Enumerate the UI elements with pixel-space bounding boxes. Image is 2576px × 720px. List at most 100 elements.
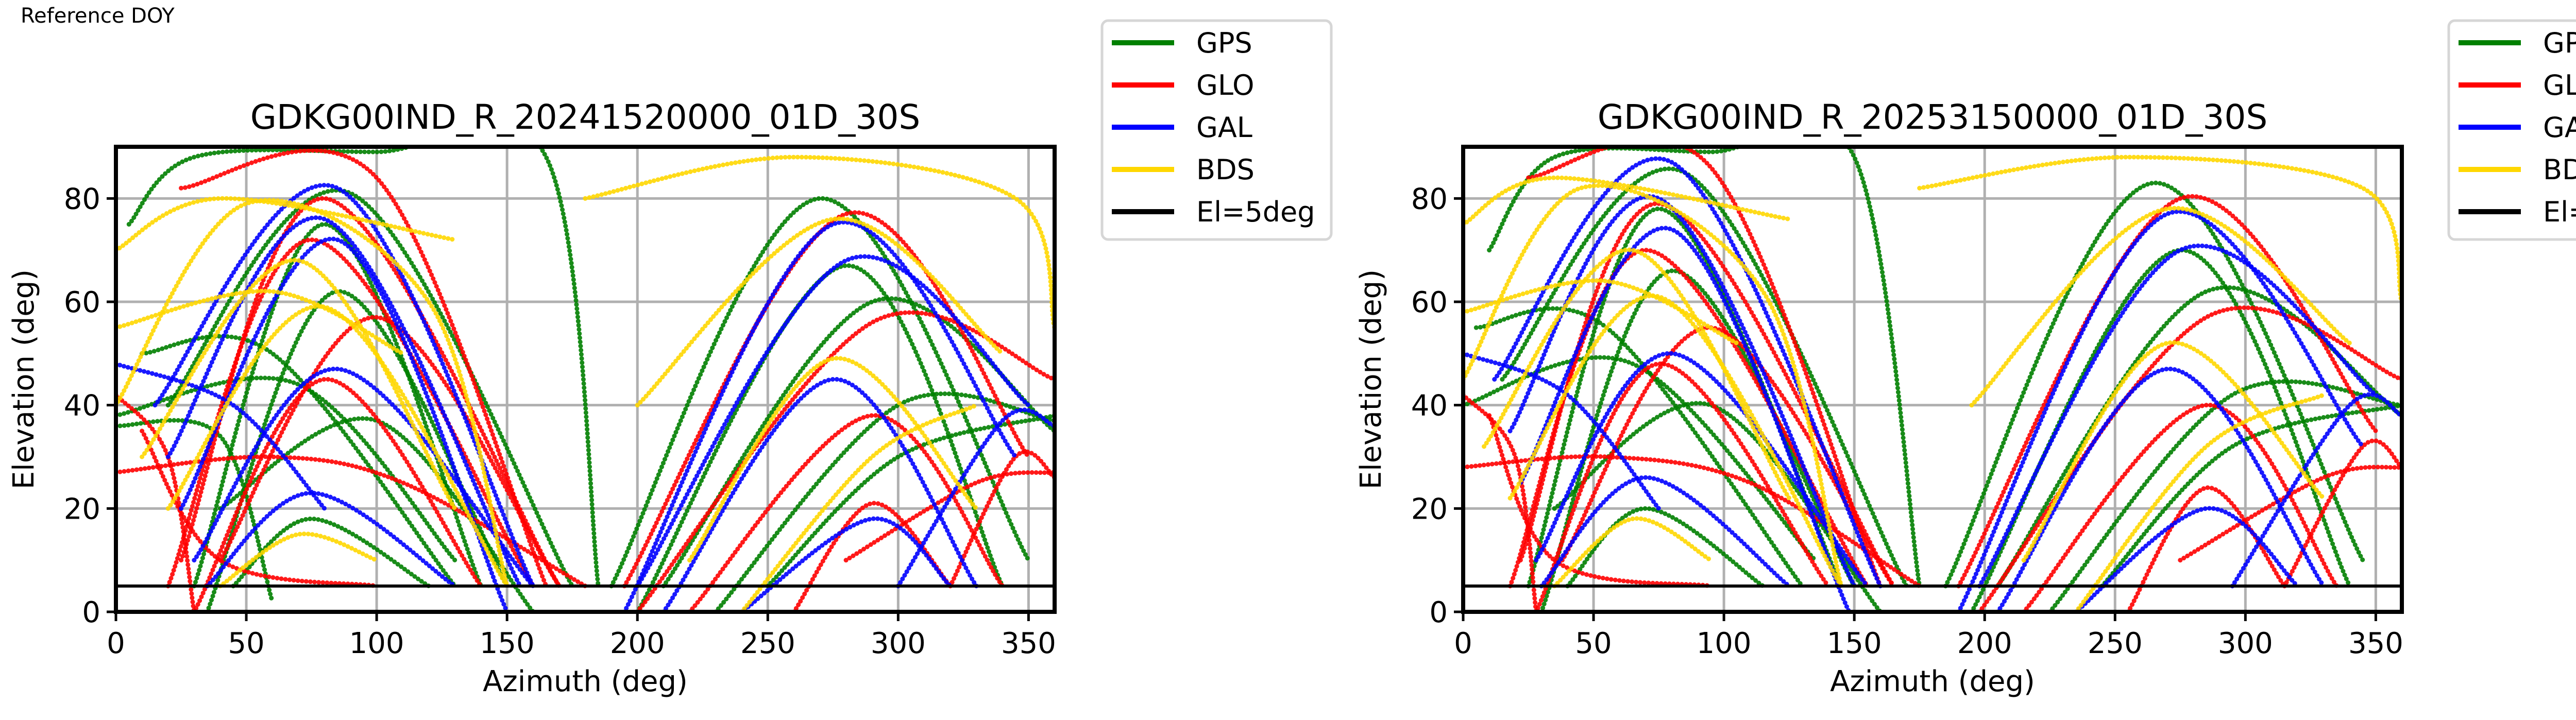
x-tick-label: 250 bbox=[740, 627, 795, 660]
satellite-track-glo bbox=[192, 376, 484, 612]
satellite-track-glo bbox=[843, 470, 1055, 563]
satellite-track-gps bbox=[2047, 379, 2402, 612]
y-tick-label: 0 bbox=[82, 596, 100, 629]
satellite-track-gps bbox=[165, 188, 575, 589]
satellite-track-gal bbox=[1977, 243, 2378, 589]
satellite-track-gal bbox=[1534, 351, 1870, 589]
y-tick-label: 80 bbox=[64, 182, 100, 216]
satellite-track-glo bbox=[217, 315, 562, 589]
satellite-track-glo bbox=[1487, 413, 1714, 589]
legend-label: GPS bbox=[2543, 27, 2576, 59]
legend-label: El=5deg bbox=[2543, 196, 2576, 228]
satellite-track-gal bbox=[1463, 351, 1662, 511]
legend-box bbox=[2447, 19, 2576, 241]
satellite-track-bds bbox=[116, 288, 405, 356]
legend-label: BDS bbox=[2543, 153, 2576, 186]
satellite-track-glo bbox=[2126, 485, 2287, 612]
satellite-track-bds bbox=[739, 403, 979, 612]
satellite-track-glo bbox=[2282, 438, 2402, 589]
x-tick-label: 50 bbox=[1575, 627, 1612, 660]
satellite-track-gps bbox=[609, 196, 1031, 589]
chart-title: GDKG00IND_R_20241520000_01D_30S bbox=[250, 97, 920, 137]
y-tick-label: 60 bbox=[1411, 286, 1448, 319]
plot-area bbox=[116, 147, 1055, 612]
satellite-track-bds bbox=[116, 198, 510, 589]
satellite-track-gps bbox=[192, 221, 484, 589]
x-tick-label: 200 bbox=[610, 627, 665, 660]
satellite-track-gps bbox=[765, 413, 1055, 589]
satellite-track-bds bbox=[1463, 278, 1739, 346]
satellite-track-gal bbox=[2073, 506, 2300, 612]
x-tick-label: 250 bbox=[2088, 627, 2143, 660]
satellite-track-glo bbox=[2178, 465, 2402, 563]
y-tick-label: 0 bbox=[1429, 596, 1448, 629]
satellite-track-glo bbox=[116, 392, 197, 612]
satellite-track-bds bbox=[1917, 155, 2402, 304]
series-gal bbox=[1463, 156, 2402, 612]
satellite-track-glo bbox=[687, 413, 1005, 612]
x-axis-label: Azimuth (deg) bbox=[483, 665, 688, 698]
satellite-track-gps bbox=[1565, 506, 1766, 589]
x-tick-label: 100 bbox=[1697, 627, 1752, 660]
satellite-track-gps bbox=[1995, 285, 2402, 589]
satellite-track-glo bbox=[179, 148, 549, 589]
satellite-track-gal bbox=[1539, 475, 1792, 589]
satellite-track-gps bbox=[1487, 147, 1922, 589]
satellite-track-glo bbox=[1526, 147, 1883, 589]
satellite-track-gal bbox=[1507, 194, 1857, 589]
satellite-track-glo bbox=[635, 310, 1055, 612]
satellite-track-gal bbox=[1956, 209, 2365, 612]
satellite-track-bds bbox=[1969, 205, 2352, 408]
satellite-track-gal bbox=[2230, 392, 2402, 589]
x-axis-label: Azimuth (deg) bbox=[1830, 665, 2035, 698]
chart-2: 0 50 100 150 200 250 300 350 0 20 40 60 80 GDKG00IND_… bbox=[1354, 19, 2576, 698]
satellite-track-bds bbox=[1552, 516, 1714, 589]
satellite-track-gal bbox=[165, 215, 522, 589]
legend: GPS GLO GAL BDS El=5deg bbox=[1100, 19, 1333, 241]
x-tick-label: 150 bbox=[1827, 627, 1882, 660]
x-tick-label: 300 bbox=[2218, 627, 2273, 660]
satellite-track-bds bbox=[116, 196, 457, 253]
satellite-track-gps bbox=[126, 147, 601, 589]
satellite-track-gal bbox=[192, 366, 536, 589]
satellite-track-gal bbox=[1995, 366, 2326, 612]
series-bds bbox=[1463, 155, 2402, 612]
y-tick-label: 60 bbox=[64, 286, 100, 319]
legend-label: GLO bbox=[1196, 69, 1255, 101]
y-tick-label: 20 bbox=[1411, 492, 1448, 526]
satellite-track-glo bbox=[948, 449, 1055, 589]
satellite-track-bds bbox=[583, 155, 1055, 330]
satellite-track-bds bbox=[2021, 340, 2326, 563]
satellite-track-gal bbox=[635, 254, 1031, 589]
satellite-track-gal bbox=[152, 183, 536, 589]
satellite-track-gps bbox=[1539, 268, 1857, 612]
x-tick-label: 50 bbox=[228, 627, 264, 660]
satellite-track-gal bbox=[1492, 156, 1883, 589]
satellite-track-gps bbox=[116, 375, 457, 563]
satellite-track-glo bbox=[179, 196, 562, 589]
satellite-track-glo bbox=[2021, 403, 2339, 612]
legend-label: El=5deg bbox=[1196, 196, 1315, 228]
legend-label: GLO bbox=[2543, 69, 2576, 101]
y-tick-label: 20 bbox=[64, 492, 100, 526]
satellite-track-gps bbox=[231, 516, 431, 589]
x-tick-label: 0 bbox=[107, 627, 125, 660]
satellite-track-bds bbox=[1463, 175, 1792, 227]
satellite-track-gps bbox=[1943, 180, 2365, 589]
x-tick-label: 200 bbox=[1957, 627, 2012, 660]
y-axis-label: Elevation (deg) bbox=[1354, 269, 1388, 489]
satellite-track-glo bbox=[1534, 361, 1831, 612]
satellite-track-gal bbox=[739, 516, 953, 612]
satellite-track-bds bbox=[140, 258, 457, 511]
y-tick-label: 40 bbox=[1411, 389, 1448, 423]
y-tick-label: 80 bbox=[1411, 182, 1448, 216]
satellite-track-gal bbox=[661, 376, 979, 612]
x-tick-label: 350 bbox=[2348, 627, 2403, 660]
x-tick-label: 0 bbox=[1454, 627, 1472, 660]
y-axis-label: Elevation (deg) bbox=[7, 269, 41, 489]
satellite-track-gal bbox=[116, 361, 327, 511]
satellite-track-glo bbox=[1463, 392, 1539, 612]
satellite-track-bds bbox=[1481, 247, 1792, 501]
satellite-track-gps bbox=[2099, 403, 2402, 589]
